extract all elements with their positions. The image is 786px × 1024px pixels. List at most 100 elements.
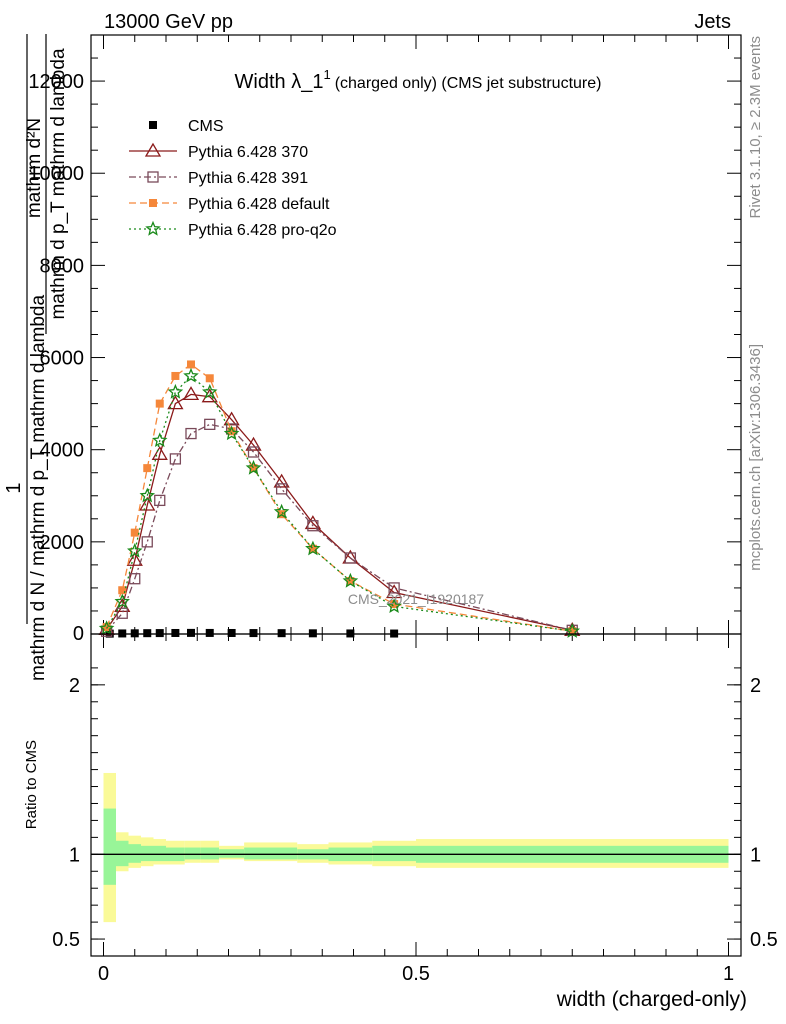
legend-item-4: Pythia 6.428 pro-q2o [129,220,337,239]
legend-label: Pythia 6.428 default [188,196,330,213]
legend-label: CMS [188,118,224,135]
ratio-tick-label-right: 2 [750,675,761,697]
y-axis-label: 1 mathrm d N / mathrm d p_T mathrm d lam… [3,34,69,681]
data-point [344,552,357,564]
ratio-band-inner [219,849,245,858]
data-point [145,220,161,236]
data-point [187,360,195,369]
data-point [227,427,236,436]
x-tick-label: 1 [723,963,734,985]
data-point [169,453,182,465]
data-point [151,446,168,460]
data-point [346,577,355,586]
data-point [183,367,199,383]
data-point [308,629,317,638]
data-point [386,598,402,613]
data-point [307,520,319,532]
data-point [130,629,139,638]
legend-item-1: Pythia 6.428 370 [129,142,308,161]
data-point [116,607,128,619]
ratio-band-inner [244,847,266,860]
series-2 [100,418,578,637]
data-point [143,629,152,638]
data-point [205,374,214,383]
analysis-watermark: CMS_2021_I1920187 [348,591,484,607]
data-point [171,628,180,637]
legend-label: Pythia 6.428 pro-q2o [188,222,337,239]
data-point [126,551,143,566]
data-point [102,623,111,632]
ratio-band-inner [116,840,129,867]
y-tick-label: 6000 [40,348,85,370]
data-point [385,584,403,599]
data-point [130,528,139,537]
x-tick-label: 0 [98,963,109,985]
ratio-bands [91,772,741,923]
ratio-band-inner [266,847,298,860]
series-line [106,375,573,632]
y-label-denominator: mathrm d N / mathrm d p_T mathrm d lambd… [28,295,49,682]
ratio-band-inner [103,808,116,885]
data-point [388,582,400,594]
rivet-label: Rivet 3.1.10, ≥ 2.3M events [747,36,764,219]
ratio-y-label: Ratio to CMS [23,740,40,829]
x-axis-label: width (charged-only) [556,988,747,1011]
data-point [568,627,577,636]
title-main: Width λ_1 [235,71,324,93]
data-point [147,171,159,183]
data-point [305,540,321,556]
y-tick-label: 10000 [28,163,84,185]
data-point [205,628,214,637]
ratio-band-inner [141,845,154,862]
data-point [204,418,216,431]
data-point [154,494,166,507]
data-series [98,360,581,638]
header-jets: Jets [694,11,731,33]
ratio-band-inner [184,847,201,860]
mcplots-label: mcplots.cern.ch [arXiv:1306.3436] [747,344,764,571]
y-tick-label: 4000 [40,440,85,462]
ratio-tick-label-right: 1 [750,844,761,866]
legend-item-3: Pythia 6.428 default [129,196,330,213]
ratio-tick-label-right: 0.5 [750,929,778,951]
series-line [106,423,573,632]
data-point [247,446,260,458]
data-point [275,483,288,495]
y-label-inner-denominator: mathrm d p_T mathrm d lambda [48,48,69,319]
data-point [114,593,130,609]
y-tick-label: 12000 [28,71,84,93]
data-point [223,425,240,441]
data-point [143,464,152,473]
header-energy: 13000 GeV pp [104,11,233,33]
ratio-band-inner [153,845,166,862]
y-tick-label: 2000 [40,532,85,554]
data-point [129,573,141,585]
series-1 [98,386,581,636]
y-tick-label: 0 [73,623,84,645]
y-label-inner-numerator: mathrm d²N [24,118,45,218]
data-point [155,399,164,408]
legend-item-0: CMS [149,118,224,135]
ratio-band-inner [200,847,220,860]
data-point [141,536,153,548]
data-point [273,473,290,488]
series-line [106,393,573,631]
legend-item-2: Pythia 6.428 391 [129,170,308,187]
data-point [98,620,115,636]
series-line [106,363,573,632]
ratio-band-inner [128,844,141,863]
data-point [245,436,262,451]
data-point [171,371,180,380]
data-point [308,544,317,553]
data-point [167,383,184,399]
ratio-tick-label: 1 [69,844,80,866]
data-point [152,432,168,448]
ratio-tick-label: 2 [69,675,80,697]
y-tick-label: 8000 [40,255,85,277]
legend: CMS Pythia 6.428 370 Pythia 6.428 391 Pythi… [129,118,337,239]
legend-label: Pythia 6.428 370 [188,144,308,161]
data-point [185,427,197,440]
data-point [182,386,200,401]
